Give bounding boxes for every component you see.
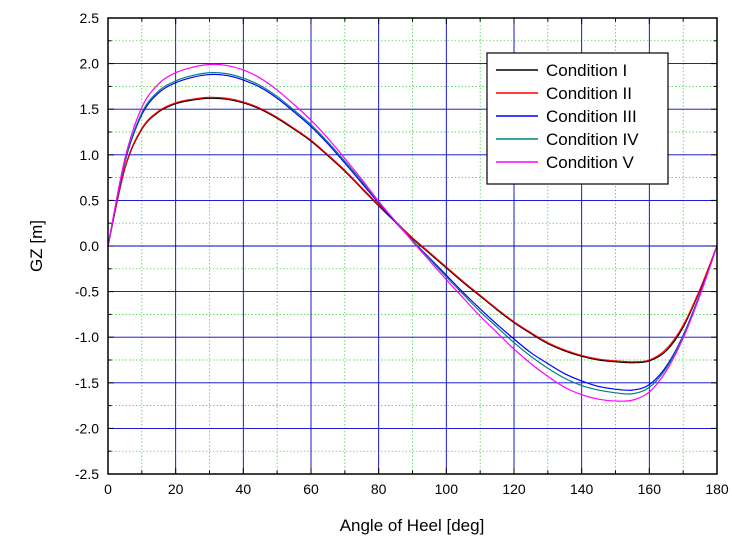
- legend-label: Condition II: [546, 84, 632, 103]
- series-lines: [107, 63, 718, 402]
- x-tick-label: 0: [104, 481, 112, 497]
- y-tick-labels: -2.5 -2.0 -1.5 -1.0 -0.5 0.0 0.5 1.0 1.5 2.0 2.5: [75, 10, 99, 482]
- x-tick-labels: 0 20 40 60 80 100 120 140 160 180: [104, 481, 729, 497]
- series-line-5: [107, 63, 718, 402]
- y-tick-label: -2.0: [75, 420, 99, 436]
- y-tick-label: 2.0: [80, 56, 100, 72]
- x-tick-label: 120: [502, 481, 526, 497]
- y-tick-label: 2.5: [80, 10, 100, 26]
- y-tick-label: 0.0: [80, 238, 100, 254]
- x-tick-label: 20: [168, 481, 184, 497]
- y-axis-title: GZ [m]: [27, 220, 46, 272]
- y-tick-label: 1.5: [80, 101, 100, 117]
- series-line-2: [107, 96, 718, 363]
- series-line-1: [107, 97, 718, 364]
- y-tick-label: -1.5: [75, 375, 99, 391]
- y-tick-label: -2.5: [75, 466, 99, 482]
- x-tick-label: 180: [705, 481, 729, 497]
- y-tick-label: 0.5: [80, 192, 100, 208]
- legend-label: Condition III: [546, 107, 637, 126]
- y-tick-label: -0.5: [75, 284, 99, 300]
- x-tick-label: 140: [570, 481, 594, 497]
- x-axis-title: Angle of Heel [deg]: [340, 516, 485, 535]
- x-tick-label: 160: [638, 481, 662, 497]
- y-tick-label: -1.0: [75, 329, 99, 345]
- axis-ticks: [107, 17, 718, 475]
- x-tick-label: 60: [303, 481, 319, 497]
- y-tick-label: 1.0: [80, 147, 100, 163]
- legend-label: Condition V: [546, 153, 635, 172]
- x-tick-label: 100: [435, 481, 459, 497]
- x-tick-label: 80: [371, 481, 387, 497]
- legend: Condition I Condition II Condition III Cond…: [486, 52, 669, 185]
- legend-label: Condition I: [546, 61, 627, 80]
- legend-label: Condition IV: [546, 130, 639, 149]
- x-tick-label: 40: [236, 481, 252, 497]
